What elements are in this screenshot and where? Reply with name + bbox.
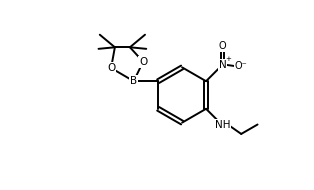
Text: O: O [219,41,226,51]
Text: +: + [225,56,231,62]
Text: B: B [130,76,137,86]
Text: O⁻: O⁻ [235,61,248,71]
Text: N: N [219,60,226,70]
Text: O: O [139,57,147,67]
Text: O: O [107,63,115,73]
Text: NH: NH [215,120,230,130]
